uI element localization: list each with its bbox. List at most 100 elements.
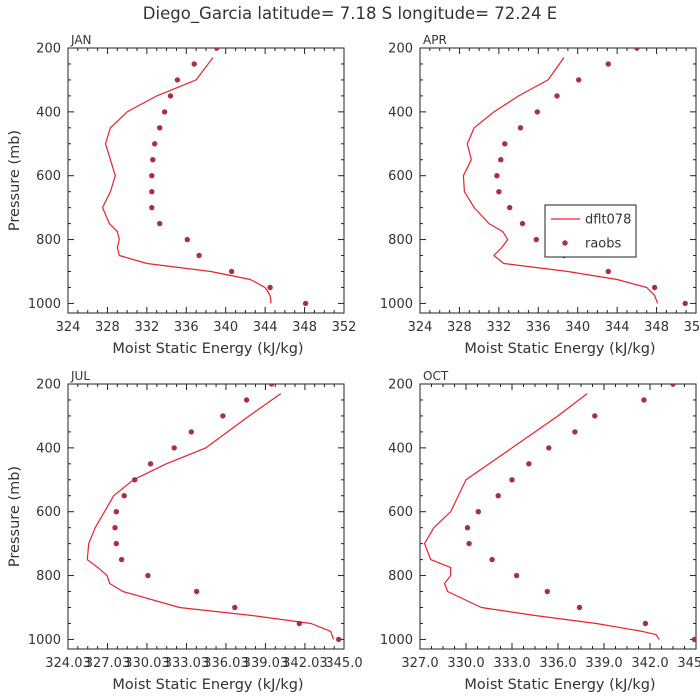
obs-point bbox=[634, 48, 640, 51]
obs-point bbox=[517, 125, 524, 131]
obs-point bbox=[167, 93, 174, 99]
obs-point bbox=[228, 268, 235, 275]
obs-point bbox=[150, 157, 156, 163]
y-tick-label: 600 bbox=[36, 169, 61, 184]
x-axis-label: Moist Static Energy (kJ/kg) bbox=[464, 341, 655, 357]
y-tick-label: 600 bbox=[36, 505, 61, 520]
model-line bbox=[462, 57, 659, 304]
x-tick-label: 344 bbox=[605, 320, 630, 335]
panel-title: OCT bbox=[423, 369, 449, 383]
plot-frame bbox=[67, 383, 345, 650]
y-tick-label: 800 bbox=[36, 569, 61, 584]
plot-frame bbox=[419, 47, 697, 314]
obs-point bbox=[519, 220, 526, 227]
model-line bbox=[86, 393, 335, 640]
x-tick-label: 332 bbox=[486, 320, 511, 335]
plot-area bbox=[101, 48, 309, 307]
obs-point bbox=[149, 189, 155, 195]
obs-point bbox=[113, 540, 120, 547]
plot-frame bbox=[67, 47, 345, 314]
x-axis-label: Moist Static Energy (kJ/kg) bbox=[464, 677, 655, 693]
model-line bbox=[424, 393, 660, 640]
obs-point bbox=[161, 109, 168, 115]
y-axis-label: Pressure (mb) bbox=[7, 466, 23, 567]
y-tick-label: 800 bbox=[388, 569, 413, 584]
obs-point bbox=[498, 157, 504, 163]
y-tick-label: 1000 bbox=[28, 297, 61, 312]
x-tick-label: 324 bbox=[56, 320, 81, 335]
x-tick-label: 327.0 bbox=[401, 656, 438, 671]
x-tick-label: 327.03 bbox=[85, 656, 131, 671]
obs-point bbox=[495, 493, 501, 499]
obs-point bbox=[220, 413, 226, 419]
plot-area bbox=[424, 384, 696, 643]
panel-jan: 324 328 332 336 340 344 348 352 200 400 600 800 1000… bbox=[7, 33, 356, 357]
obs-point bbox=[544, 588, 550, 595]
panel-title: JUL bbox=[70, 369, 90, 383]
plot-area bbox=[462, 48, 688, 307]
panel-oct: 327.0 330.0 333.0 336.0 339.0 342.0 345.0 200 40… bbox=[380, 369, 700, 693]
y-tick-label: 600 bbox=[388, 169, 413, 184]
legend-label-obs: raobs bbox=[585, 237, 622, 252]
obs-point bbox=[336, 636, 342, 643]
obs-point bbox=[132, 477, 138, 483]
obs-point bbox=[592, 413, 598, 419]
x-tick-label: 345.0 bbox=[325, 656, 362, 671]
obs-point bbox=[188, 429, 194, 435]
panel-title: APR bbox=[423, 33, 447, 47]
x-tick-label: 352 bbox=[332, 320, 357, 335]
obs-point bbox=[466, 540, 472, 547]
x-tick-label: 324 bbox=[408, 320, 433, 335]
panel-apr: 324 328 332 336 340 344 348 352 200 400 600 800 1000… bbox=[380, 33, 700, 357]
obs-point bbox=[267, 284, 273, 291]
plot-area bbox=[86, 384, 342, 643]
panels: 324 328 332 336 340 344 348 352 200 400 600 800 1000… bbox=[7, 33, 700, 693]
obs-point bbox=[651, 284, 658, 291]
x-tick-label: 330.03 bbox=[124, 656, 170, 671]
x-tick-label: 340 bbox=[565, 320, 590, 335]
obs-point bbox=[243, 397, 250, 403]
plot-frame bbox=[419, 383, 697, 650]
model-line bbox=[101, 57, 272, 304]
obs-point bbox=[214, 48, 220, 51]
y-tick-label: 400 bbox=[388, 441, 413, 456]
obs-point bbox=[534, 109, 540, 115]
x-tick-label: 345.0 bbox=[677, 656, 700, 671]
obs-point bbox=[475, 509, 481, 515]
x-axis-label: Moist Static Energy (kJ/kg) bbox=[112, 341, 303, 357]
obs-point bbox=[302, 300, 309, 307]
obs-point bbox=[691, 636, 696, 643]
x-tick-label: 344 bbox=[253, 320, 278, 335]
obs-point bbox=[489, 556, 495, 563]
obs-point bbox=[113, 509, 120, 515]
obs-point bbox=[502, 141, 508, 147]
x-tick-label: 339.0 bbox=[585, 656, 622, 671]
obs-point bbox=[193, 588, 200, 595]
x-tick-label: 342.03 bbox=[282, 656, 328, 671]
obs-point bbox=[147, 461, 154, 467]
panel-jul: 324.03327.03330.03333.03336.03339.03342.… bbox=[7, 369, 363, 693]
obs-point bbox=[191, 61, 197, 67]
y-tick-label: 200 bbox=[388, 42, 413, 57]
legend-label-model: dflt078 bbox=[585, 213, 631, 228]
y-tick-label: 800 bbox=[36, 233, 61, 248]
legend: dflt078 raobs bbox=[544, 204, 637, 258]
obs-point bbox=[507, 204, 513, 211]
figure-title: Diego_Garcia latitude= 7.18 S longitude=… bbox=[143, 4, 557, 24]
obs-point bbox=[232, 604, 238, 611]
x-tick-label: 333.03 bbox=[164, 656, 210, 671]
legend-point-swatch bbox=[562, 240, 568, 246]
obs-point bbox=[605, 61, 611, 67]
y-tick-label: 600 bbox=[388, 505, 413, 520]
x-tick-label: 342.0 bbox=[631, 656, 668, 671]
y-axis-label: Pressure (mb) bbox=[7, 130, 23, 231]
y-tick-label: 800 bbox=[388, 233, 413, 248]
x-tick-label: 336.0 bbox=[539, 656, 576, 671]
obs-point bbox=[196, 252, 202, 259]
obs-point bbox=[268, 384, 275, 387]
obs-point bbox=[121, 493, 127, 499]
obs-point bbox=[496, 189, 502, 195]
x-tick-label: 328 bbox=[95, 320, 120, 335]
obs-point bbox=[152, 141, 158, 147]
